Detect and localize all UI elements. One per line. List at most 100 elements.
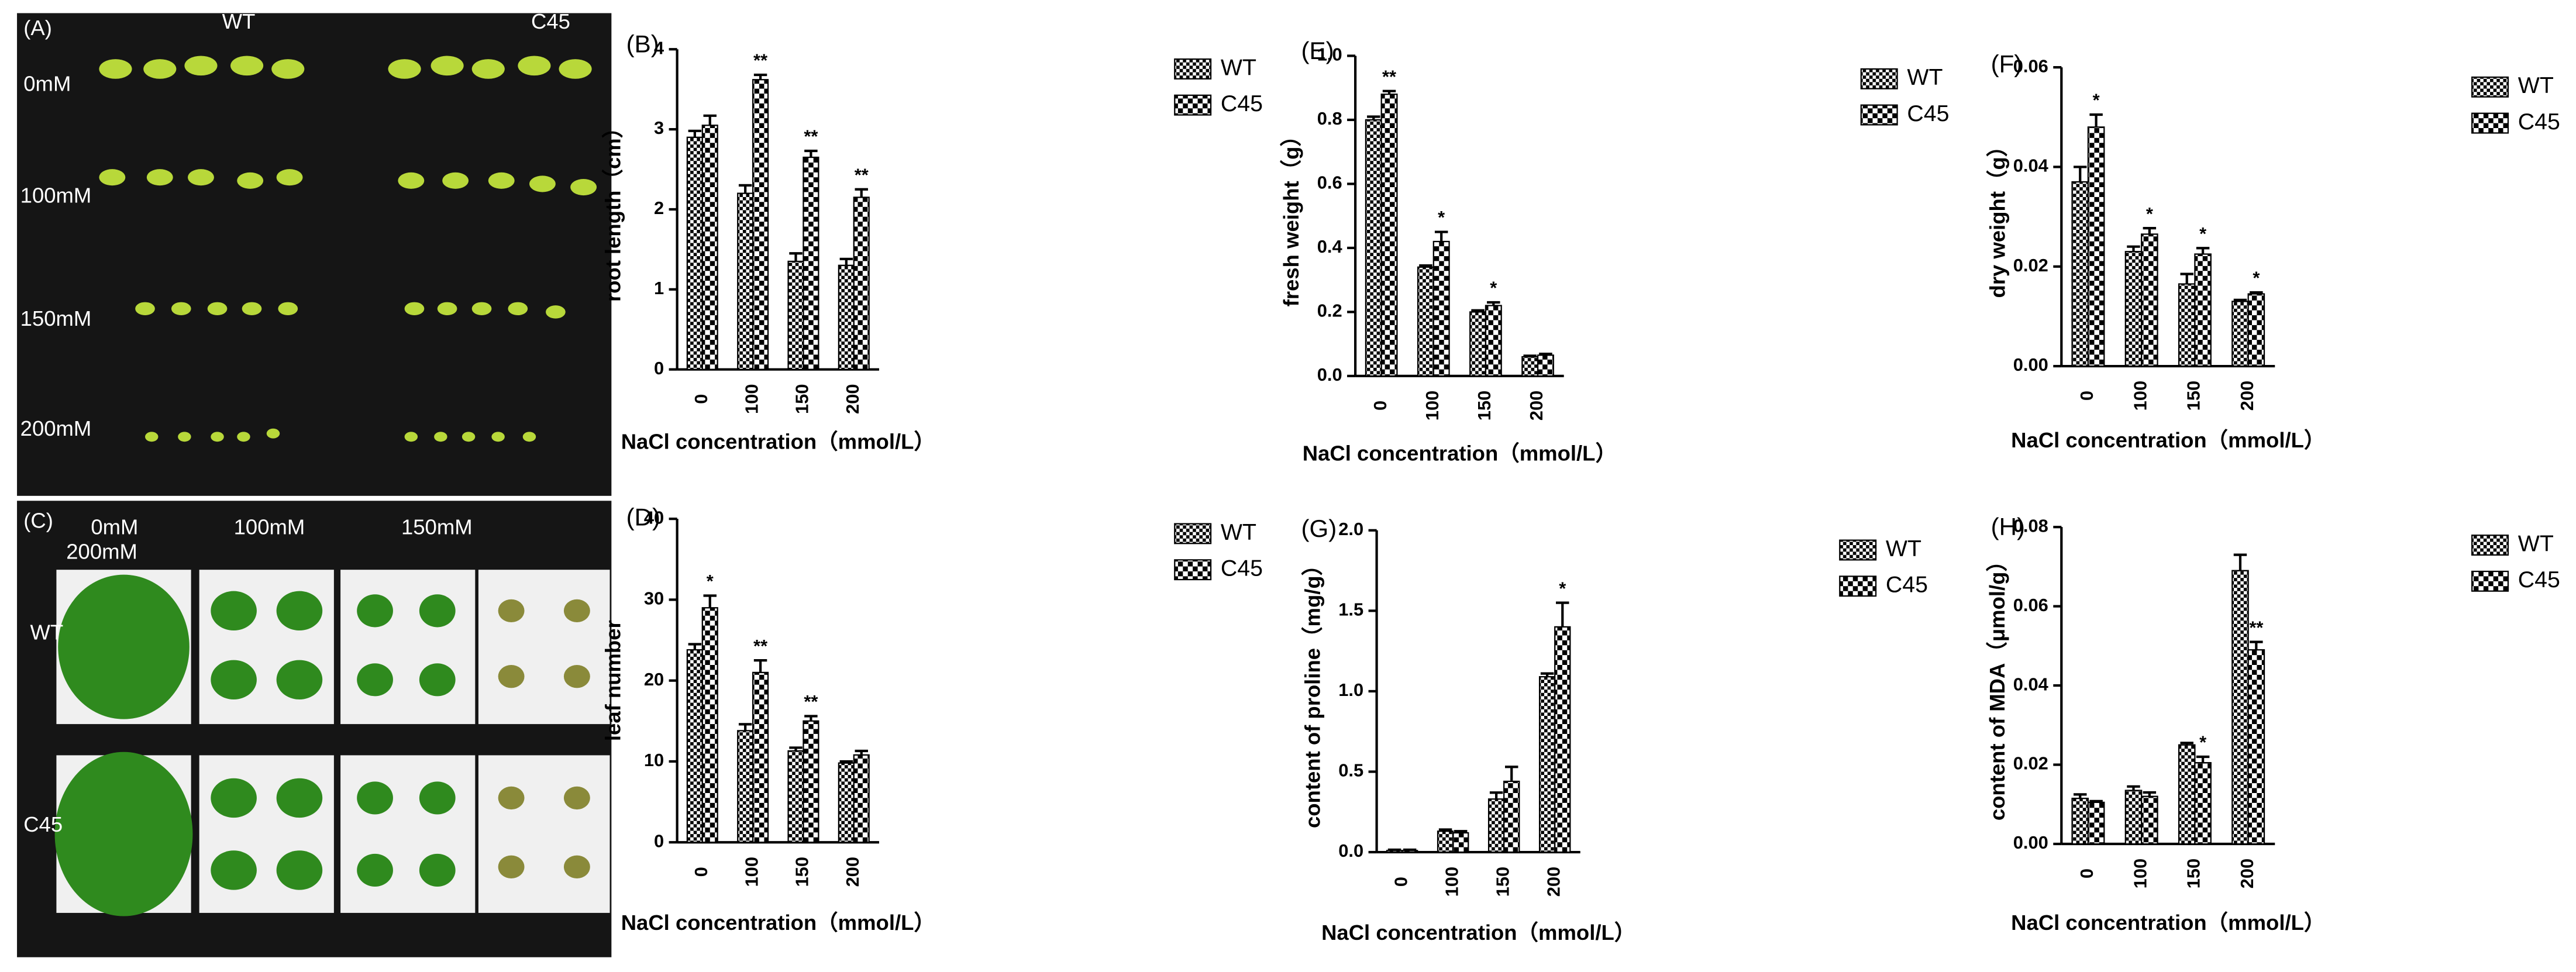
legend-label: C45 <box>1907 101 1949 126</box>
bar <box>2194 762 2212 845</box>
y-tick-label: 0.02 <box>2013 255 2048 275</box>
legend-swatch <box>1839 575 1877 597</box>
error-bar <box>703 594 717 608</box>
row-label: 150mM <box>20 306 92 330</box>
bar <box>2231 301 2249 367</box>
legend-swatch <box>2471 535 2509 556</box>
legend-swatch <box>1174 559 1212 581</box>
x-tick-label: 150 <box>1474 391 1494 421</box>
x-tick-label: 100 <box>741 384 762 414</box>
bar <box>838 762 855 843</box>
y-tick-label: 0.5 <box>1338 760 1363 781</box>
bar <box>853 197 870 370</box>
legend-swatch <box>1174 523 1212 544</box>
chart: (H)0.000.020.040.060.080 100 150 200***cont… <box>1985 513 2560 935</box>
bar <box>2194 253 2212 367</box>
error-bar <box>2143 227 2157 235</box>
x-tick-label: 100 <box>2130 381 2150 411</box>
significance: ** <box>804 691 818 712</box>
error-bar <box>1523 354 1537 357</box>
bar <box>787 260 804 370</box>
bar <box>2141 795 2158 845</box>
y-tick-label: 0.4 <box>1317 236 1342 257</box>
bar <box>686 649 703 843</box>
error-bar <box>688 643 702 650</box>
error-bar <box>1438 828 1452 832</box>
x-tick-label: 100 <box>2130 859 2150 889</box>
y-tick-label: 1.5 <box>1338 599 1363 620</box>
bar <box>1503 780 1520 853</box>
x-tick-label: 150 <box>792 384 812 414</box>
y-tick-label: 30 <box>644 588 664 609</box>
panel-label: (H) <box>1991 513 2025 540</box>
x-tick-label: 100 <box>1441 867 1462 897</box>
y-tick-label: 0.0 <box>1338 840 1363 861</box>
x-axis-label: NaCl concentration（mmol/L） <box>2011 428 2325 452</box>
error-bar <box>2196 755 2210 763</box>
column-label: WT <box>222 9 256 33</box>
error-bar <box>1489 791 1503 799</box>
error-bar <box>804 149 818 157</box>
error-bar <box>1382 89 1396 95</box>
x-tick-label: 150 <box>2184 859 2204 889</box>
error-bar <box>855 749 868 755</box>
bar <box>2247 293 2265 367</box>
x-axis-label: NaCl concentration（mmol/L） <box>1321 921 1635 945</box>
bar <box>1521 356 1539 377</box>
photo-c: (C) 0mM 100mM 150mM 200mM WT C45 <box>17 501 612 957</box>
row-label: 100mM <box>20 184 92 208</box>
chart: (F) 0.00 0.02 0.04 0.06 0 100 150 200 * * * * dry wei… <box>1985 50 2560 451</box>
bar <box>701 607 718 843</box>
bar <box>2124 251 2143 367</box>
significance: ** <box>1382 66 1396 87</box>
column-label: 150mM <box>401 515 473 539</box>
error-bar <box>2074 793 2087 799</box>
bar <box>1380 94 1398 377</box>
bar <box>1469 311 1487 377</box>
x-tick-label: 200 <box>842 857 863 887</box>
panel-label: (C) <box>23 508 53 532</box>
row-label: C45 <box>23 812 63 836</box>
column-label: 0mM <box>91 515 138 539</box>
y-tick-label: 0.6 <box>1317 173 1342 193</box>
significance: * <box>1490 278 1497 298</box>
bar <box>1485 305 1502 377</box>
x-tick-label: 150 <box>792 857 812 887</box>
error-bar <box>1540 672 1554 677</box>
bar <box>1432 240 1450 377</box>
significance: ** <box>855 164 869 185</box>
chart: (E)0.00.20.40.60.81.00 100 150 200****fresh… <box>1279 37 1949 465</box>
y-tick-label: 2.0 <box>1338 519 1363 539</box>
error-bar <box>2127 785 2140 791</box>
y-tick-label: 40 <box>644 507 664 528</box>
panel-label: (G) <box>1301 515 1337 542</box>
bar <box>737 730 754 843</box>
legend-label: C45 <box>1221 556 1263 581</box>
bar <box>737 192 754 370</box>
x-tick-label: 0 <box>2076 868 2097 878</box>
x-tick-label: 200 <box>842 384 863 414</box>
bar <box>686 136 703 370</box>
y-tick-label: 0 <box>654 358 664 378</box>
row-label: 200mM <box>20 416 92 440</box>
error-bar <box>1539 353 1552 356</box>
significance: * <box>1559 578 1566 598</box>
legend-swatch <box>1860 104 1898 126</box>
bar <box>2087 801 2105 845</box>
x-tick-label: 0 <box>1370 401 1390 411</box>
legend-label: WT <box>1907 64 1943 90</box>
x-tick-label: 100 <box>741 857 762 887</box>
y-tick-label: 0.0 <box>1317 364 1342 385</box>
bar <box>803 156 819 370</box>
x-axis-label: NaCl concentration（mmol/L） <box>2011 911 2325 935</box>
error-bar <box>1556 601 1569 627</box>
chart: (G) 0.0 0.5 1.0 1.5 2.0 0 100 150 200 * content of … <box>1301 515 1928 945</box>
bar <box>1452 832 1469 853</box>
error-bar <box>753 659 767 673</box>
legend-label: C45 <box>2518 567 2560 592</box>
error-bar <box>1434 230 1448 242</box>
error-bar <box>1471 309 1485 312</box>
y-axis-label: dry weight（g） <box>1985 136 2009 298</box>
legend-label: C45 <box>1221 91 1263 116</box>
